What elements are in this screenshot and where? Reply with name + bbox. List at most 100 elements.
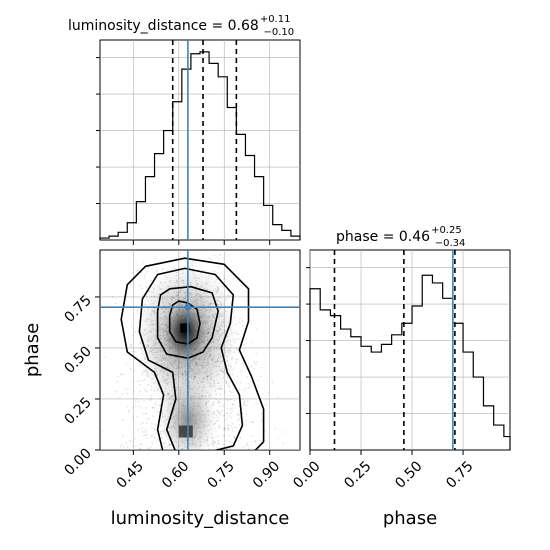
sample-point	[238, 405, 240, 408]
sample-point	[159, 432, 162, 435]
sample-point	[228, 395, 230, 397]
sample-point	[219, 405, 221, 408]
sample-point	[146, 389, 148, 392]
sample-point	[139, 390, 142, 393]
sample-point	[250, 435, 253, 437]
xtick-label-lumdist: 0.90	[250, 458, 283, 491]
sample-point	[237, 333, 240, 336]
sample-point	[145, 390, 147, 393]
sample-point	[214, 441, 216, 443]
sample-point	[116, 381, 118, 383]
sample-point	[217, 440, 220, 442]
sample-point	[136, 312, 139, 315]
hist-phase-frame	[309, 249, 511, 451]
sample-point	[222, 428, 225, 430]
sample-point	[126, 405, 128, 408]
sample-point	[219, 393, 222, 396]
sample-point	[150, 446, 153, 448]
sample-point	[129, 368, 132, 370]
sample-point	[238, 409, 240, 412]
sample-point	[253, 361, 256, 364]
sample-point	[226, 399, 229, 402]
sample-point	[243, 404, 245, 407]
sample-point	[243, 389, 246, 391]
sample-point	[139, 379, 142, 382]
sample-point	[208, 448, 211, 450]
sample-point	[228, 424, 231, 427]
sample-point	[223, 434, 225, 437]
sample-point	[120, 445, 122, 448]
sample-point	[238, 338, 241, 340]
sample-point	[138, 448, 141, 450]
sample-point	[230, 399, 232, 401]
sample-point	[137, 400, 139, 403]
sample-point	[153, 436, 156, 439]
sample-point	[231, 422, 234, 425]
sample-point	[138, 393, 140, 396]
sample-point	[121, 418, 124, 421]
xlabel-lumdist: luminosity_distance	[111, 508, 290, 529]
sample-point	[239, 416, 242, 419]
sample-point	[223, 277, 225, 280]
sample-point	[256, 328, 259, 331]
hist-lumdist-frame	[99, 39, 301, 241]
sample-point	[240, 370, 242, 372]
sample-point	[164, 446, 166, 449]
sample-point	[219, 411, 221, 414]
sample-point	[122, 373, 125, 376]
sample-point	[231, 407, 233, 409]
contour-1-5-sigma	[138, 267, 244, 450]
sample-point	[124, 388, 126, 391]
sample-point	[154, 401, 156, 404]
sample-point	[231, 446, 234, 449]
sample-point	[246, 413, 248, 416]
sample-point	[152, 415, 154, 417]
ytick-label-phase: 0.50	[61, 343, 94, 376]
sample-point	[132, 406, 134, 409]
sample-point	[159, 404, 162, 407]
sample-point	[227, 384, 230, 386]
sample-point	[216, 447, 219, 449]
sample-point	[218, 442, 220, 444]
sample-point	[213, 270, 216, 273]
sample-point	[123, 446, 125, 449]
sample-point	[143, 400, 145, 402]
sample-point	[227, 294, 230, 297]
sample-point	[132, 334, 134, 337]
sample-point	[210, 443, 213, 445]
sample-point	[254, 440, 256, 443]
sample-point	[134, 331, 136, 333]
ytick-label-phase: 0.00	[61, 446, 94, 479]
sample-point	[233, 400, 236, 402]
sample-point	[216, 401, 219, 404]
sample-point	[222, 405, 225, 407]
sample-point	[137, 405, 139, 407]
sample-point	[251, 421, 253, 424]
xtick-label-phase: 0.00	[290, 458, 323, 491]
sample-point	[144, 431, 146, 433]
sample-point	[141, 287, 143, 290]
sample-point	[136, 416, 139, 418]
sample-point	[239, 381, 242, 384]
sample-point	[255, 352, 257, 355]
sample-point	[223, 434, 225, 437]
sample-point	[133, 390, 135, 393]
sample-point	[129, 284, 132, 286]
sample-point	[232, 430, 234, 432]
sample-point	[281, 431, 284, 433]
sample-point	[244, 425, 247, 428]
sample-point	[250, 341, 253, 344]
sample-point	[217, 400, 220, 402]
sample-point	[126, 392, 128, 395]
sample-point	[217, 267, 220, 269]
density-peak	[180, 323, 190, 333]
sample-point	[139, 447, 142, 450]
sample-point	[230, 295, 232, 297]
sample-point	[241, 325, 244, 327]
sample-point	[223, 414, 226, 417]
sample-point	[146, 271, 148, 273]
sample-point	[94, 402, 96, 404]
ytick-label-phase: 0.75	[61, 292, 94, 325]
sample-point	[236, 333, 239, 335]
sample-point	[217, 443, 219, 446]
